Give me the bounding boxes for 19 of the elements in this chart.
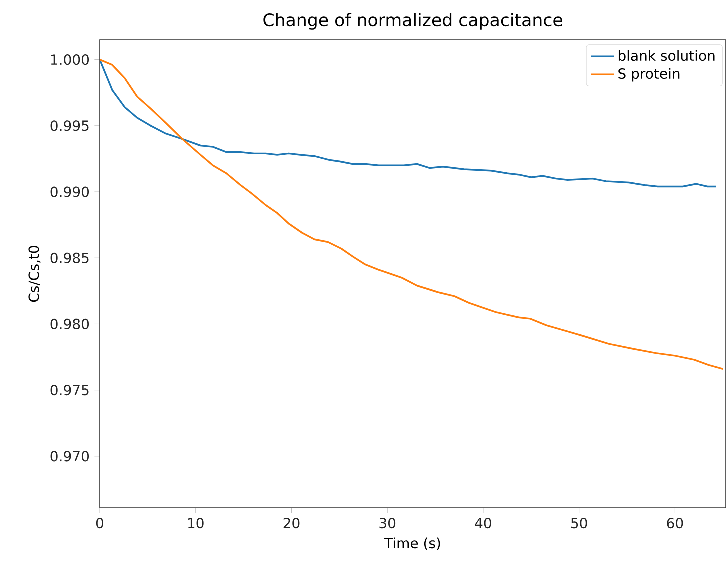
x-tick-label: 60	[667, 518, 684, 529]
x-tick-label: 40	[475, 518, 492, 529]
y-axis-title: Cs/Cs,t0	[28, 246, 41, 302]
y-tick-label: 0.990	[50, 186, 90, 198]
x-tick-label: 30	[380, 518, 396, 529]
y-tick-label: 0.970	[50, 451, 90, 462]
x-tick-label: 50	[572, 518, 588, 529]
x-tick-label: 20	[284, 518, 300, 529]
y-tick-label: 1.000	[51, 54, 90, 66]
legend-label: blank solution	[618, 50, 715, 62]
y-tick-label: 0.985	[50, 252, 89, 264]
y-tick-label: 0.980	[50, 318, 90, 330]
x-tick-label: 0	[96, 518, 104, 529]
x-tick-label: 10	[188, 518, 204, 529]
chart-title: Change of normalized capacitance	[264, 13, 562, 30]
y-tick-label: 0.975	[50, 385, 89, 396]
x-axis-title: Time (s)	[384, 538, 440, 550]
legend-label: S protein	[618, 68, 680, 82]
y-tick-label: 0.995	[50, 120, 89, 132]
